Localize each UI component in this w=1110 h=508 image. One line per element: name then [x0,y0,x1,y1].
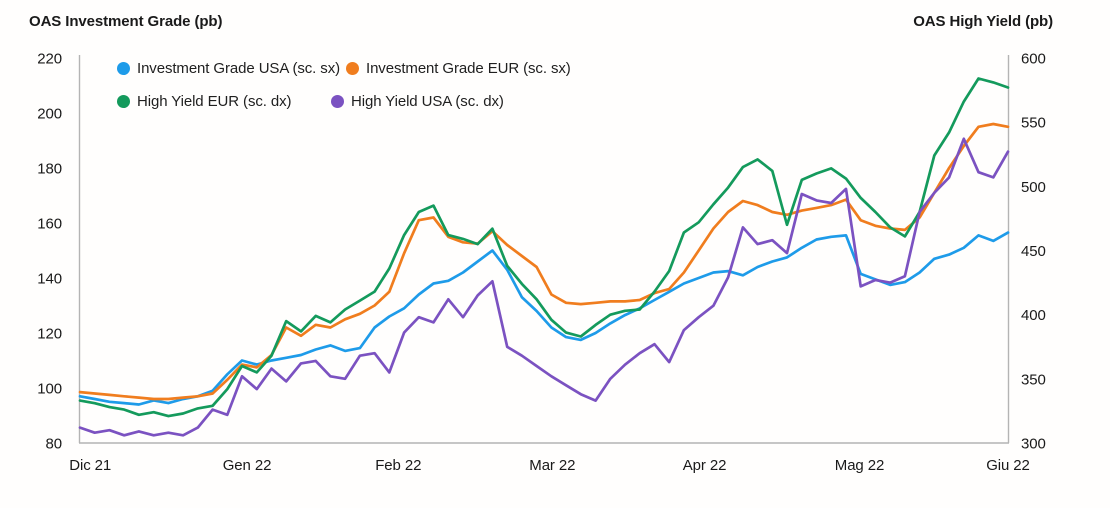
y-axis-left-tick-label: 100 [37,381,62,398]
y-axis-right-tick-label: 350 [1021,371,1046,388]
series-line-investment-grade-usa-sc-sx [78,231,1010,406]
legend-item-high-yield-eur: High Yield EUR (sc. dx) [117,92,292,110]
x-axis-tick-label: Mar 22 [529,457,575,474]
y-axis-left-tick-label: 180 [37,161,62,178]
y-axis-right-tick-label: 400 [1021,307,1046,324]
legend-label-investment-grade-eur: Investment Grade EUR (sc. sx) [366,59,571,77]
legend-label-investment-grade-usa: Investment Grade USA (sc. sx) [137,59,340,77]
x-axis-tick-label: Giu 22 [986,457,1030,474]
legend-dot-investment-grade-usa-icon [117,61,130,75]
y-axis-left-tick-label: 160 [37,216,62,233]
x-axis-tick-label: Feb 22 [375,457,421,474]
left-axis-title: OAS Investment Grade (pb) [29,13,223,30]
y-axis-left-tick-label: 120 [37,326,62,343]
y-axis-right-tick-label: 550 [1021,115,1046,132]
legend-dot-investment-grade-eur-icon [346,61,359,75]
series-line-high-yield-usa-sc-dx [78,137,1010,437]
legend-label-high-yield-eur: High Yield EUR (sc. dx) [137,92,292,110]
legend-dot-high-yield-usa-icon [331,94,344,108]
legend-item-investment-grade-eur: Investment Grade EUR (sc. sx) [346,59,571,77]
legend-dot-high-yield-eur-icon [117,94,130,108]
x-axis-tick-label: Mag 22 [835,457,884,474]
legend-item-investment-grade-usa: Investment Grade USA (sc. sx) [117,59,340,77]
y-axis-right-tick-label: 600 [1021,51,1046,68]
legend-label-high-yield-usa: High Yield USA (sc. dx) [351,92,504,110]
y-axis-right-tick-label: 450 [1021,243,1046,260]
series-line-high-yield-eur-sc-dx [78,77,1010,418]
legend-item-high-yield-usa: High Yield USA (sc. dx) [331,92,504,110]
y-axis-left-tick-label: 200 [37,106,62,123]
right-axis-title: OAS High Yield (pb) [913,13,1053,30]
y-axis-right-tick-label: 500 [1021,179,1046,196]
x-axis-tick-label: Gen 22 [223,457,272,474]
y-axis-left-tick-label: 140 [37,271,62,288]
y-axis-left-tick-label: 80 [46,436,63,453]
y-axis-right-tick-label: 300 [1021,436,1046,453]
x-axis-tick-label: Apr 22 [683,457,727,474]
y-axis-left-tick-label: 220 [37,51,62,68]
x-axis-tick-label: Dic 21 [69,457,111,474]
series-line-investment-grade-eur-sc-sx [78,122,1010,401]
